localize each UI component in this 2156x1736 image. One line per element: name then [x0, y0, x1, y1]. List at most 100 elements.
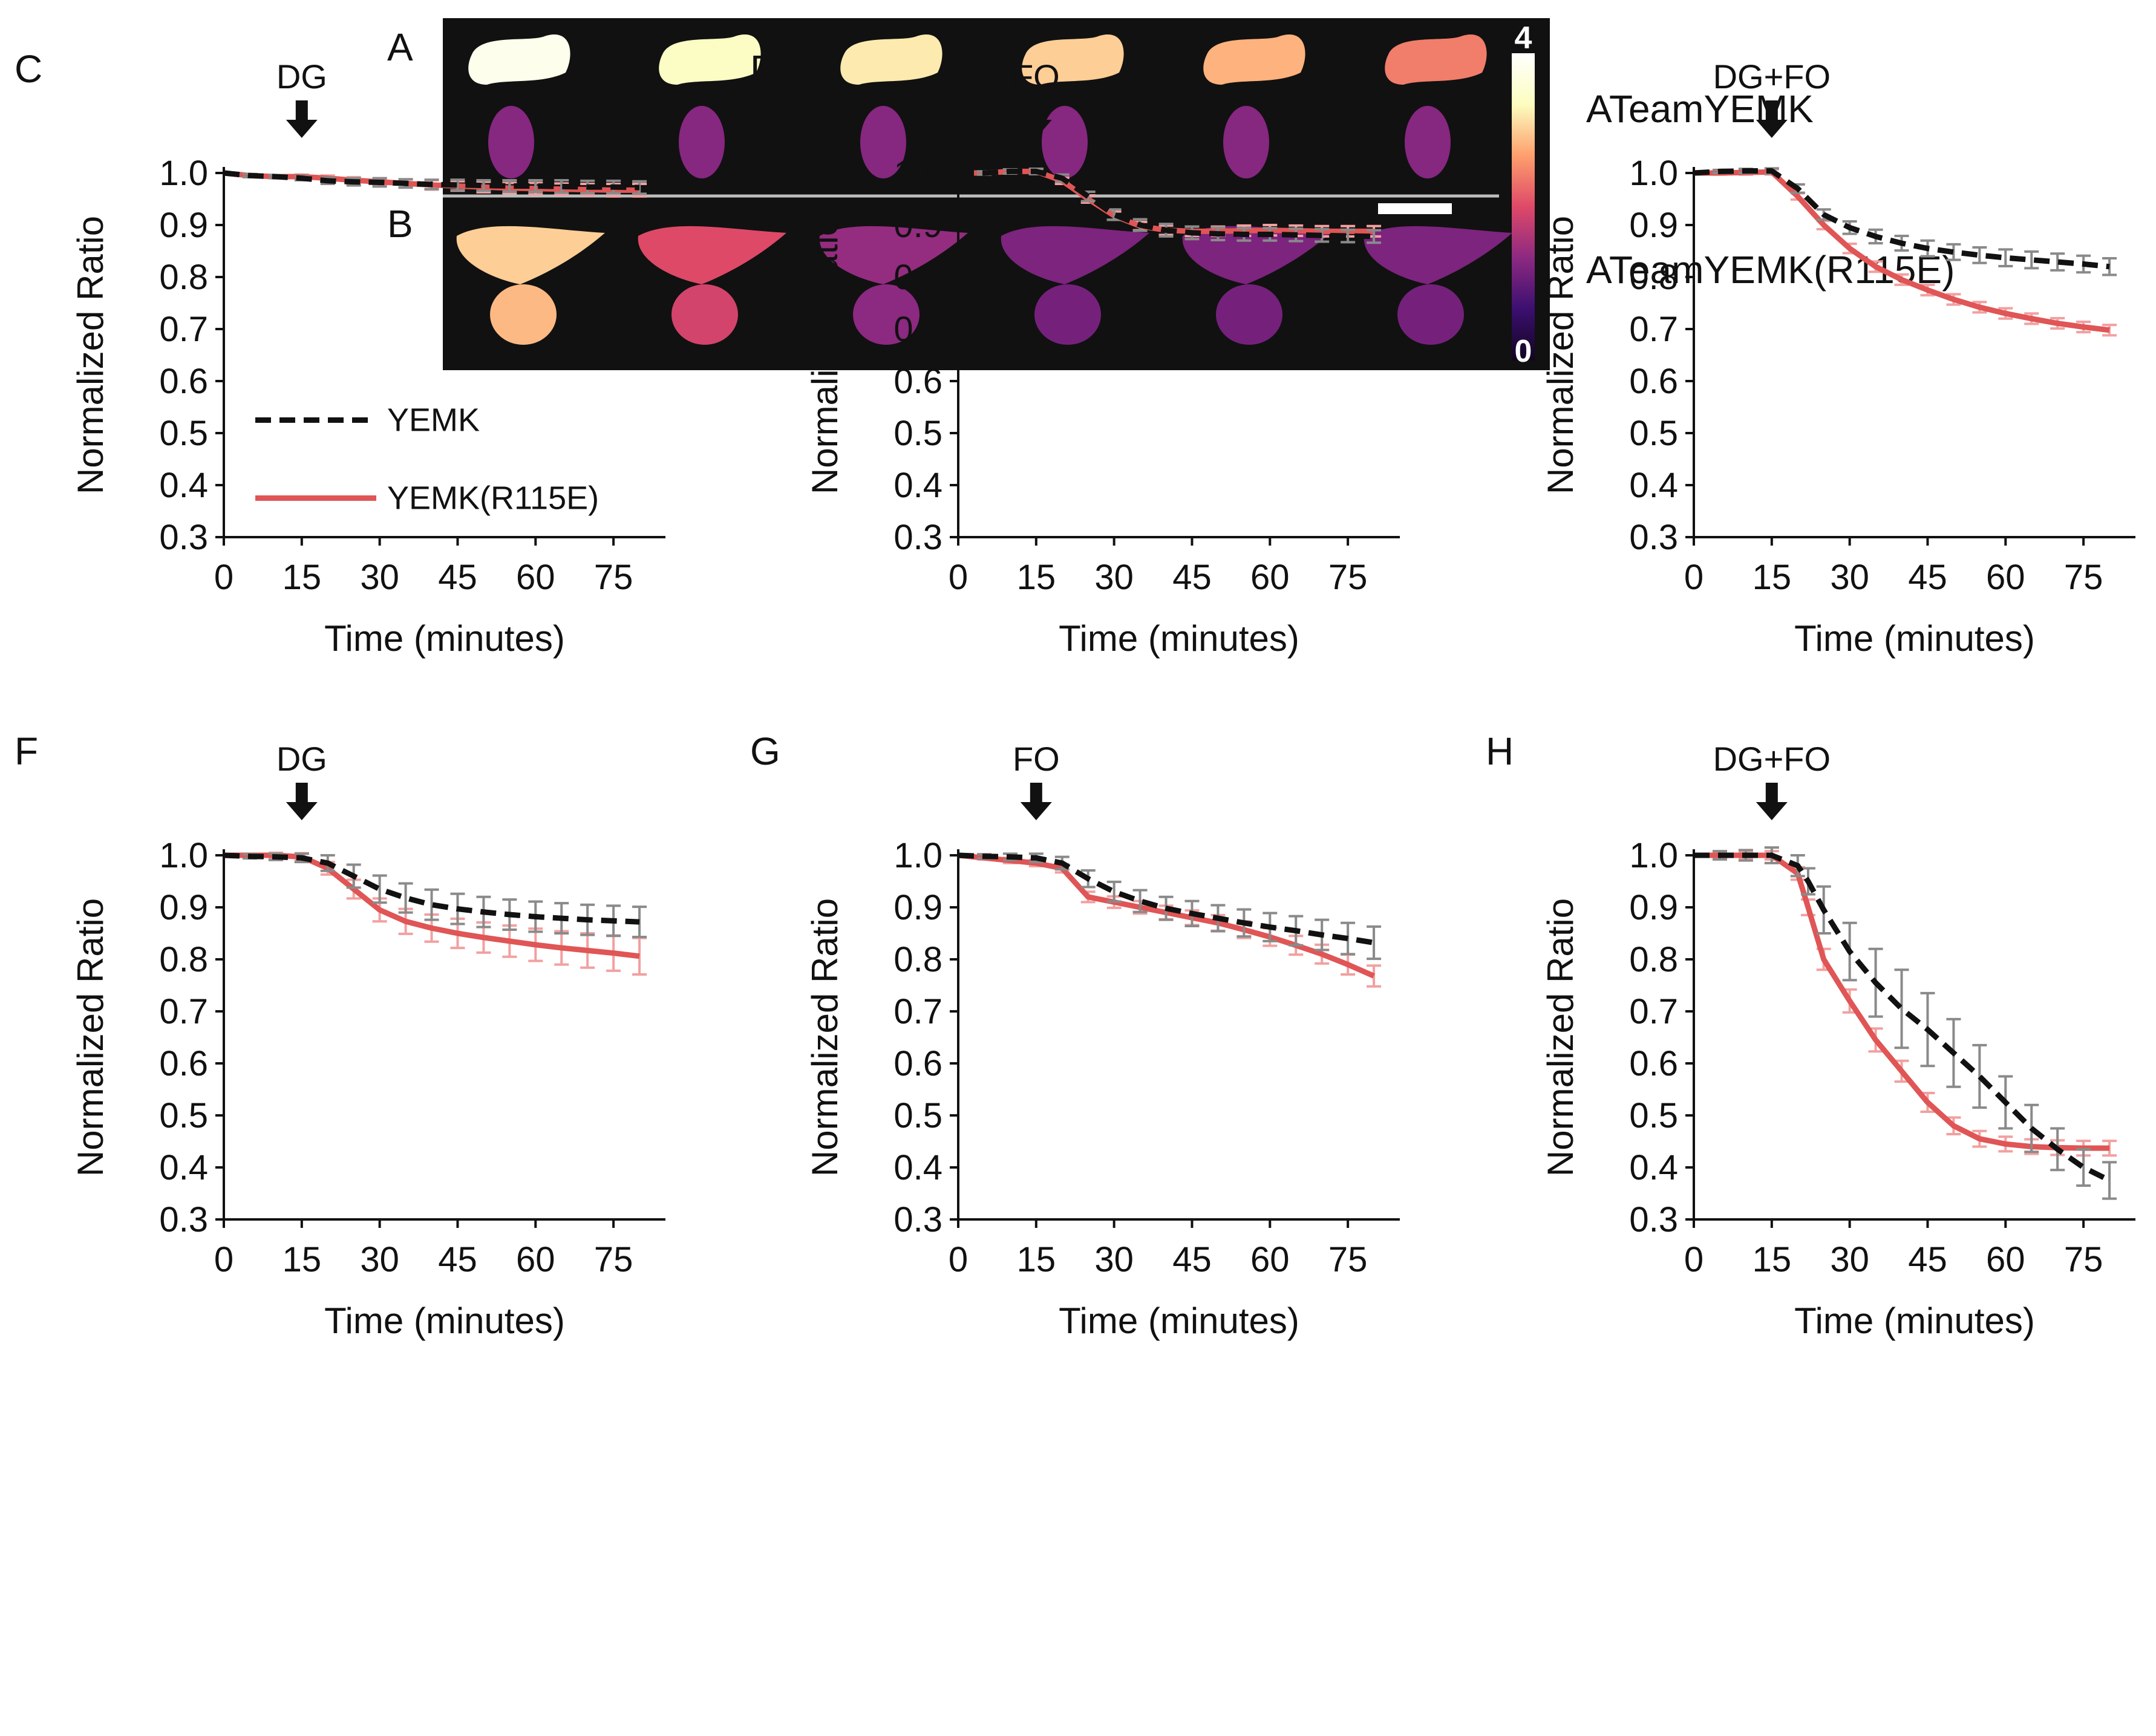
- y-axis-label: Normalized Ratio: [805, 216, 845, 494]
- x-axis-label: Time (minutes): [324, 1300, 565, 1341]
- y-tick-label: 0.8: [1629, 940, 1678, 979]
- y-tick-label: 0.4: [893, 1148, 942, 1187]
- panel-label-a: A: [387, 25, 413, 69]
- treatment-label: DG: [276, 57, 327, 96]
- panel-label: F: [15, 729, 38, 773]
- y-tick-label: 0.9: [893, 888, 942, 927]
- treatment-label: DG+FO: [1713, 740, 1831, 778]
- ventral-ganglion: [1216, 284, 1282, 345]
- y-tick-label: 0.8: [893, 940, 942, 979]
- x-tick-label: 75: [2064, 1240, 2103, 1279]
- x-tick-label: 15: [1753, 1240, 1792, 1279]
- x-tick-label: 0: [1684, 1240, 1704, 1279]
- x-tick-label: 60: [1986, 1240, 2025, 1279]
- treatment-arrow-icon: [286, 783, 318, 820]
- series-yemk: [958, 168, 1382, 244]
- treatment-arrow-icon: [1020, 783, 1052, 820]
- row-a-images: [468, 34, 1487, 178]
- y-tick-label: 0.6: [159, 1044, 208, 1083]
- y-tick-label: 1.0: [159, 154, 208, 193]
- brain-lobe: [468, 34, 570, 85]
- y-tick-label: 0.3: [159, 1200, 208, 1239]
- ventral-ganglion: [1034, 284, 1101, 345]
- y-tick-label: 0.6: [893, 1044, 942, 1083]
- x-tick-label: 0: [949, 1240, 968, 1279]
- y-tick-label: 0.3: [893, 518, 942, 557]
- panel-label: G: [750, 729, 780, 773]
- brain-lobe: [1203, 34, 1305, 85]
- y-tick-label: 0.3: [159, 518, 208, 557]
- x-tick-label: 75: [1328, 558, 1368, 597]
- x-tick-label: 60: [1986, 558, 2025, 597]
- x-tick-label: 15: [1017, 558, 1056, 597]
- x-tick-label: 45: [1172, 1240, 1212, 1279]
- x-tick-label: 60: [516, 558, 555, 597]
- y-axis-label: Normalized Ratio: [70, 898, 111, 1176]
- brain-lobe: [638, 226, 786, 284]
- x-tick-label: 15: [283, 1240, 322, 1279]
- brain-lobe: [659, 34, 761, 85]
- y-tick-label: 0.7: [1629, 992, 1678, 1031]
- panel-label: D: [750, 47, 778, 91]
- brain-lobe: [1001, 226, 1149, 284]
- ventral-ganglion: [488, 106, 534, 178]
- ventral-ganglion: [1223, 106, 1269, 178]
- sensor-label-r115e: ATeamYEMK(R115E): [1586, 248, 1955, 292]
- panel-label: E: [1486, 47, 1512, 91]
- legend: YEMK YEMK(R115E): [255, 402, 599, 517]
- chart-panel-g: G FO 1.0 0.9 0.8 0.7 0.6 0.5 0.4 0.30 15 30 45 60 75 Ti…: [750, 729, 1400, 1341]
- y-tick-label: 0.5: [1629, 414, 1678, 453]
- series-yemk: [958, 852, 1382, 961]
- y-tick-label: 0.5: [1629, 1096, 1678, 1135]
- x-axis-label: Time (minutes): [1059, 1300, 1299, 1341]
- colorbar-min-label: 0: [1515, 334, 1532, 369]
- treatment-label: FO: [1013, 740, 1060, 778]
- y-tick-label: 0.6: [1629, 1044, 1678, 1083]
- row-a-image: [840, 34, 942, 178]
- panel-label: C: [15, 47, 42, 91]
- row-a-image: [659, 34, 761, 178]
- row-b-image: [819, 226, 968, 345]
- scale-bar: [1378, 203, 1452, 214]
- y-axis-label: Normalized Ratio: [805, 898, 845, 1176]
- x-tick-label: 0: [214, 1240, 234, 1279]
- y-tick-label: 0.7: [893, 310, 942, 349]
- x-axis-label: Time (minutes): [1794, 1300, 2035, 1341]
- y-tick-label: 1.0: [1629, 836, 1678, 875]
- y-tick-label: 0.9: [1629, 206, 1678, 245]
- x-axis-label: Time (minutes): [324, 618, 565, 659]
- chart-panel-h: H DG+FO 1.0 0.9 0.8 0.7 0.6 0.5 0.4 0.30 15 30 45 60 7…: [1486, 729, 2135, 1341]
- chart-panel-d: D FO 1.0 0.9 0.8 0.7 0.6 0.5 0.4 0.30 15 30 45 60 75 Ti…: [750, 47, 1400, 659]
- chart-panel-c: C DG 1.0 0.9 0.8 0.7 0.6 0.5 0.4 0.30 15 30 45 60 75 Ti…: [15, 47, 665, 659]
- x-tick-label: 75: [1328, 1240, 1368, 1279]
- y-tick-label: 0.4: [893, 466, 942, 505]
- y-tick-label: 0.6: [893, 362, 942, 401]
- brain-lobe: [1385, 34, 1487, 85]
- brain-lobe: [1364, 226, 1512, 284]
- y-tick-label: 0.7: [159, 992, 208, 1031]
- y-tick-label: 0.3: [1629, 1200, 1678, 1239]
- imaging-panel: 4 0 A B ATeamYEMK ATeamYEMK(R115E): [387, 18, 1955, 370]
- x-tick-label: 75: [2064, 558, 2103, 597]
- y-tick-label: 0.9: [1629, 888, 1678, 927]
- y-tick-label: 0.4: [1629, 1148, 1678, 1187]
- y-tick-label: 1.0: [1629, 154, 1678, 193]
- panel-label: H: [1486, 729, 1514, 773]
- series-yemk: [1694, 846, 2117, 1200]
- y-tick-label: 1.0: [159, 836, 208, 875]
- legend-label-yemk: YEMK: [387, 402, 480, 439]
- colorbar-max-label: 4: [1515, 21, 1532, 56]
- imaging-background: [443, 18, 1550, 370]
- x-tick-label: 45: [1908, 558, 1947, 597]
- x-tick-label: 0: [949, 558, 968, 597]
- row-b-image: [456, 226, 605, 345]
- row-a-image: [1203, 34, 1305, 178]
- x-tick-label: 30: [1094, 1240, 1134, 1279]
- x-tick-label: 75: [594, 1240, 633, 1279]
- ventral-ganglion: [1042, 106, 1088, 178]
- x-tick-label: 45: [1172, 558, 1212, 597]
- x-tick-label: 45: [438, 1240, 477, 1279]
- y-tick-label: 0.3: [1629, 518, 1678, 557]
- brain-lobe: [1022, 34, 1124, 85]
